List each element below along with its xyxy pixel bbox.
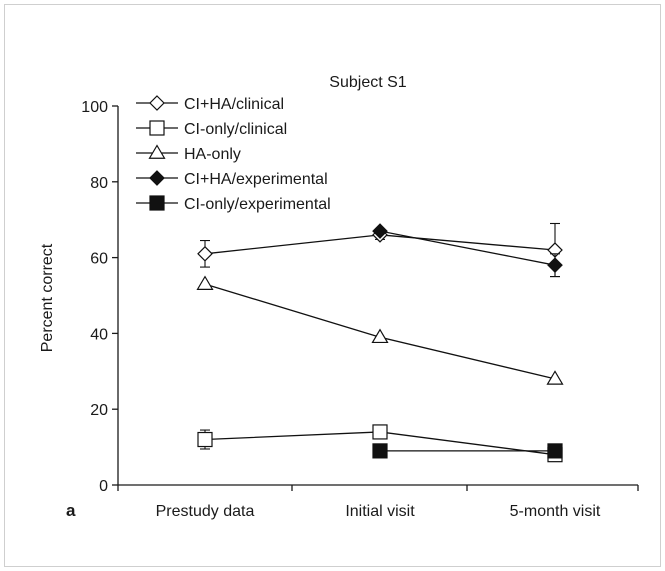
chart-title: Subject S1: [329, 74, 406, 91]
legend-label: CI+HA/clinical: [184, 96, 284, 113]
y-tick-label: 80: [90, 175, 108, 192]
y-tick-label: 100: [81, 99, 108, 116]
legend-marker: [148, 144, 166, 159]
legend-marker: [149, 195, 165, 211]
legend-marker: [149, 95, 165, 111]
axes: 0 20 40 60 80 100 Prestudy data Initial visit 5-…: [81, 99, 639, 520]
legend-label: CI-only/experimental: [184, 196, 331, 213]
data-point: [547, 257, 563, 274]
data-point: [372, 424, 388, 440]
data-point: [196, 275, 214, 290]
legend-marker: [149, 120, 165, 136]
data-point: [372, 223, 388, 239]
panel-label: a: [66, 501, 76, 520]
y-tick-label: 60: [90, 251, 108, 268]
y-tick-label: 40: [90, 326, 108, 343]
legend-item-4: CI-only/experimental: [136, 195, 331, 213]
legend-item-1: CI-only/clinical: [136, 120, 287, 138]
plot-area: [196, 222, 564, 463]
x-tick-label: Prestudy data: [156, 503, 255, 520]
series-3: [372, 223, 563, 278]
data-point: [546, 370, 564, 385]
x-tick-label: 5-month visit: [510, 503, 601, 520]
data-point: [372, 443, 388, 459]
y-tick-label: 0: [99, 478, 108, 495]
series-2: [196, 275, 564, 385]
legend: CI+HA/clinical CI-only/clinical HA-only CI+…: [136, 95, 331, 213]
legend-item-3: CI+HA/experimental: [136, 170, 328, 188]
series-line: [379, 230, 556, 266]
legend-label: HA-only: [184, 146, 241, 163]
y-axis-label: Percent correct: [39, 243, 56, 352]
legend-item-2: HA-only: [136, 144, 241, 163]
x-tick-label: Initial visit: [345, 503, 415, 520]
legend-label: CI+HA/experimental: [184, 171, 328, 188]
data-point: [197, 245, 213, 262]
figure-frame: [4, 4, 661, 567]
series-4: [372, 443, 563, 459]
data-point: [197, 431, 213, 448]
legend-marker: [149, 170, 165, 186]
legend-item-0: CI+HA/clinical: [136, 95, 284, 113]
data-point: [371, 328, 389, 344]
data-point: [547, 443, 563, 459]
legend-label: CI-only/clinical: [184, 121, 287, 138]
y-tick-label: 20: [90, 402, 108, 419]
